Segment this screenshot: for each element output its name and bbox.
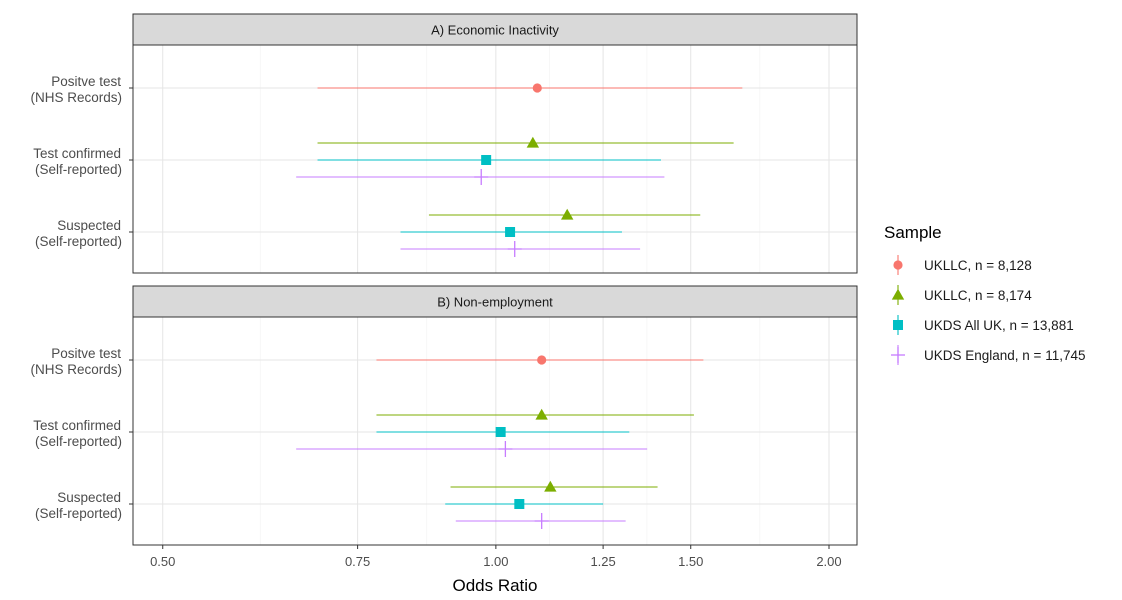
legend-label: UKLLC, n = 8,174 <box>924 288 1032 303</box>
legend-key <box>891 345 905 365</box>
panel-border <box>132 316 858 546</box>
x-axis-title: Odds Ratio <box>452 576 537 595</box>
x-tick-label: 1.00 <box>483 554 508 569</box>
legend-key <box>891 285 905 305</box>
legend-key <box>893 315 903 335</box>
y-tick-label-line2: (Self-reported) <box>35 234 122 249</box>
y-tick-label-line1: Test confirmed <box>33 418 121 433</box>
point-estimate <box>507 241 522 257</box>
legend: Sample UKLLC, n = 8,128 UKLLC, n = 8,174 UK… <box>884 223 1086 365</box>
point-estimate <box>498 441 513 457</box>
x-tick-label: 0.75 <box>345 554 370 569</box>
point-estimate <box>474 169 489 185</box>
panel-title: A) Economic Inactivity <box>431 23 559 38</box>
point-estimate <box>544 480 557 492</box>
x-tick-label: 1.25 <box>590 554 615 569</box>
legend-key <box>893 255 903 275</box>
legend-label: UKDS All UK, n = 13,881 <box>924 318 1074 333</box>
point-estimate <box>537 355 547 365</box>
panel-strip <box>132 285 858 318</box>
y-tick-label-line1: Test confirmed <box>33 146 121 161</box>
y-tick-label-line1: Positve test <box>51 74 121 89</box>
y-tick-label-line2: (Self-reported) <box>35 506 122 521</box>
point-estimate <box>505 227 516 237</box>
legend-key-symbol <box>891 347 905 363</box>
legend-key-symbol <box>893 320 903 330</box>
legend-key-symbol <box>891 288 905 300</box>
point-estimate <box>526 136 540 148</box>
legend-title: Sample <box>884 223 942 242</box>
panel-strip <box>132 13 858 46</box>
panel-background <box>133 45 857 273</box>
panel-background <box>133 317 857 545</box>
point-estimate <box>534 513 549 529</box>
point-estimate <box>535 408 548 420</box>
panel-a: A) Economic Inactivity Positve test(NHS R… <box>30 13 858 274</box>
legend-key-symbol <box>893 260 903 270</box>
point-estimate <box>481 155 492 165</box>
x-tick-label: 1.50 <box>678 554 703 569</box>
y-tick-label-line2: (NHS Records) <box>30 362 122 377</box>
y-tick-label-line2: (NHS Records) <box>30 90 122 105</box>
point-estimate <box>495 427 506 437</box>
y-tick-label-line1: Suspected <box>57 490 121 505</box>
y-tick-label-line2: (Self-reported) <box>35 162 122 177</box>
panel-b: B) Non-employment Positve test(NHS Record… <box>30 285 858 546</box>
panel-border <box>132 44 858 274</box>
y-tick-label-line1: Suspected <box>57 218 121 233</box>
point-estimate <box>514 499 525 509</box>
x-tick-label: 0.50 <box>150 554 175 569</box>
point-estimate <box>560 208 574 220</box>
legend-label: UKLLC, n = 8,128 <box>924 258 1032 273</box>
point-estimate <box>532 83 542 93</box>
panel-title: B) Non-employment <box>437 295 553 310</box>
legend-label: UKDS England, n = 11,745 <box>924 348 1086 363</box>
x-tick-label: 2.00 <box>816 554 841 569</box>
y-tick-label-line2: (Self-reported) <box>35 434 122 449</box>
y-tick-label-line1: Positve test <box>51 346 121 361</box>
